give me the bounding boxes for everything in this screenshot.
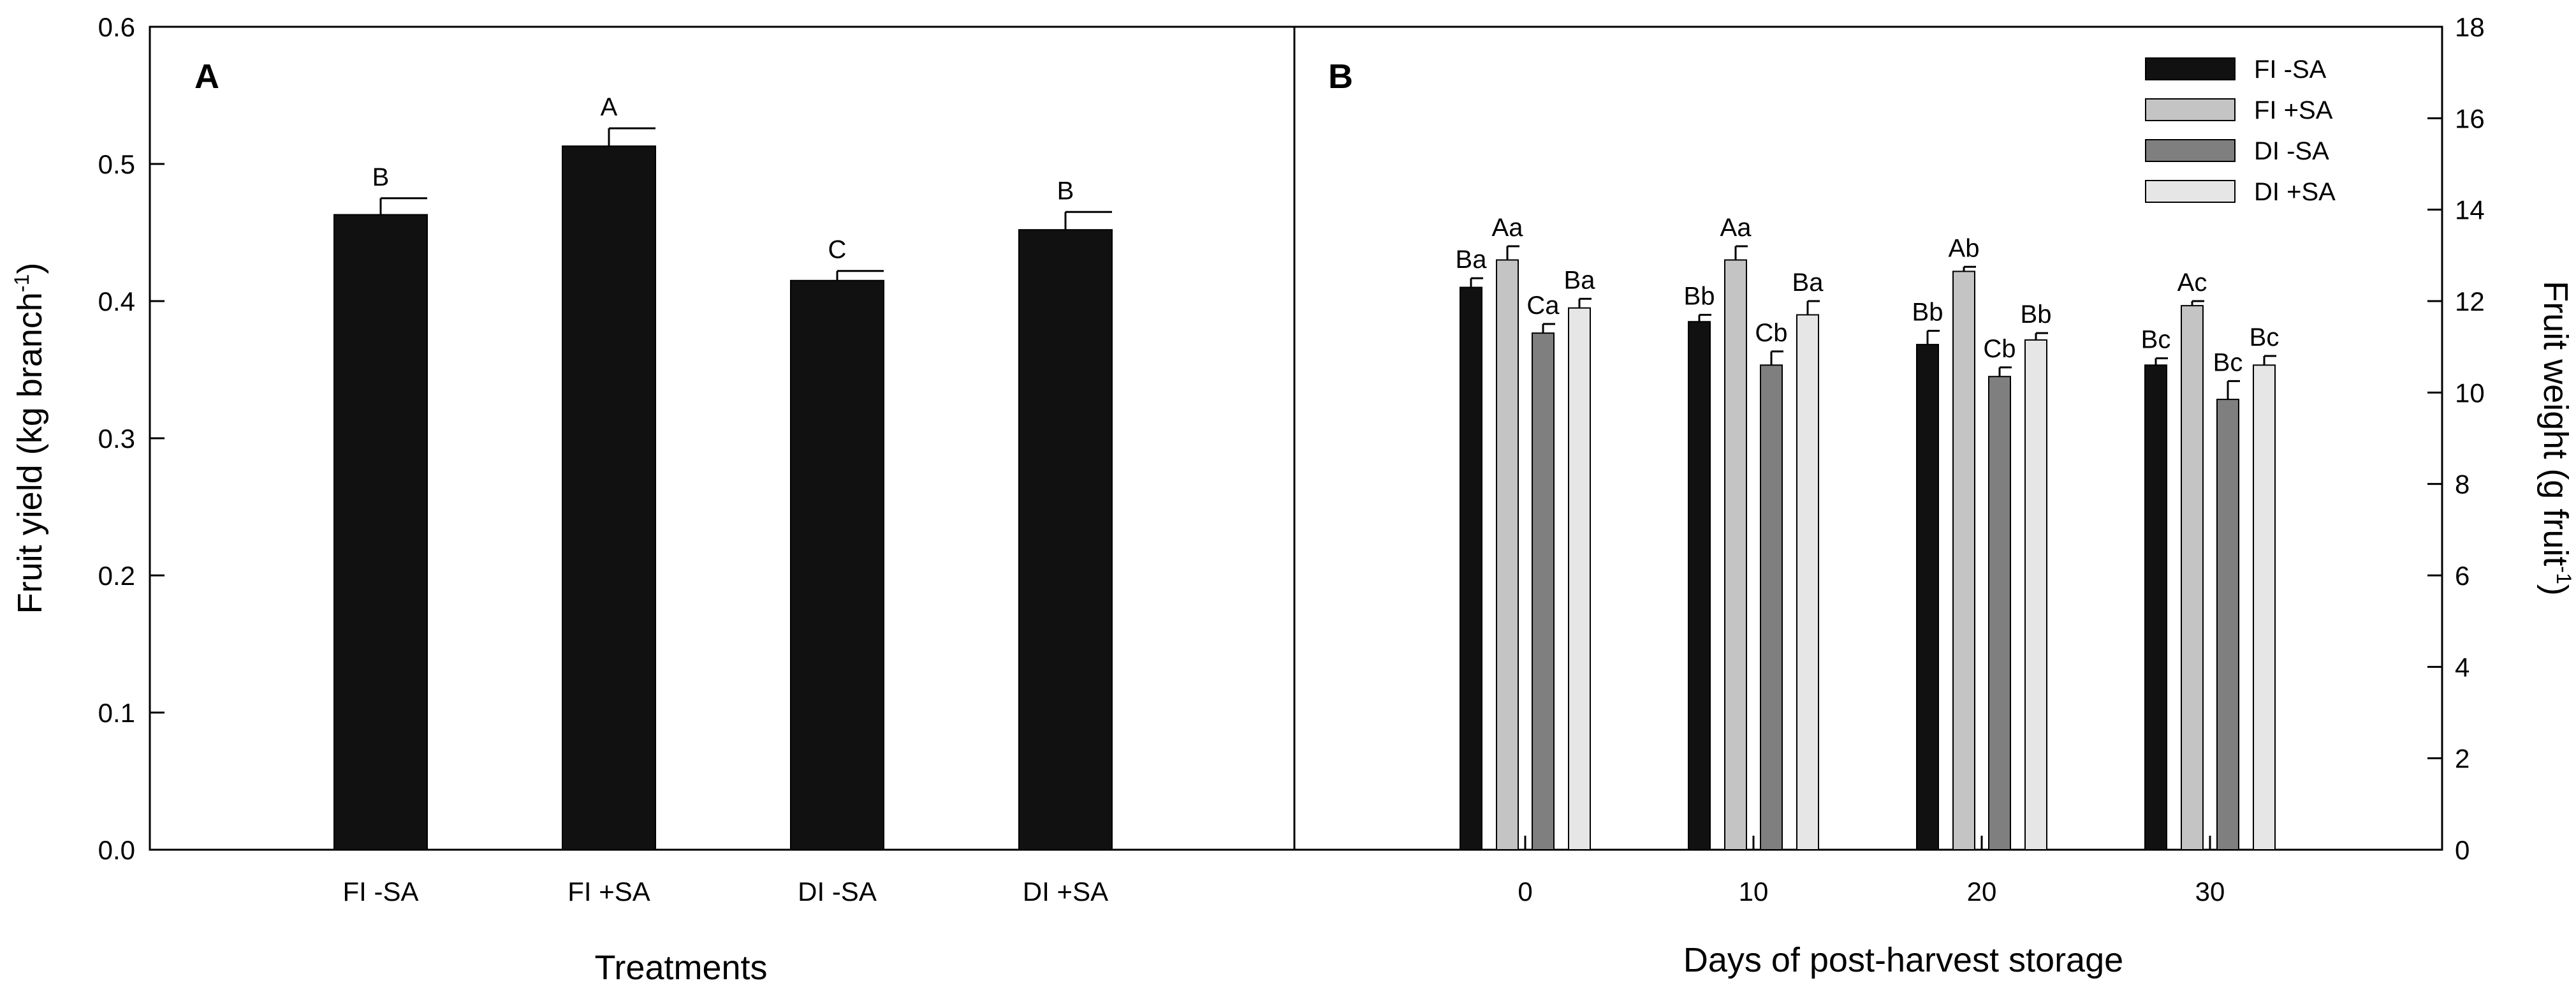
panel-b-significance-label: Ac <box>2177 269 2207 297</box>
panel-b-bar <box>1796 314 1819 850</box>
panel-a-y-tick-label: 0.1 <box>98 698 135 728</box>
panel-a-y-tick-label: 0.0 <box>98 835 135 865</box>
panel-b-significance-label: Bb <box>2021 300 2052 329</box>
panel-b-bar <box>1460 286 1482 850</box>
panel-b-y-tick-label: 2 <box>2455 744 2470 774</box>
panel-b-bar <box>2181 305 2204 850</box>
panel-b-significance-label: Bc <box>2213 348 2243 376</box>
panel-a-y-tick-label: 0.5 <box>98 149 135 179</box>
panel-b-y-tick-label: 0 <box>2455 835 2470 865</box>
panel-a-significance-label: B <box>372 163 390 191</box>
panel-b-significance-label: Bb <box>1912 299 1943 327</box>
panel-b-significance-label: Cb <box>1983 335 2016 363</box>
panel-b-legend: FI -SA FI +SA DI -SA DI +SA <box>2145 56 2336 206</box>
panel-b-bar <box>2216 399 2239 850</box>
panel-b-bar <box>1952 270 1975 850</box>
panel-b-bar <box>1532 332 1555 850</box>
legend-label: DI +SA <box>2254 178 2336 206</box>
panel-b-significance-label: Ab <box>1949 234 1980 262</box>
legend-swatch <box>2145 98 2236 121</box>
panel-a-significance-label: A <box>601 93 618 121</box>
panel-b-significance-label: Bc <box>2141 326 2171 354</box>
panel-a-y-axis: 0.0 0.1 0.2 0.3 0.4 0.5 0.6 FI -SA FI +SA DI -SA D… <box>98 12 1109 907</box>
panel-b-significance-label: Ca <box>1526 292 1560 320</box>
panel-b-bar <box>2144 364 2167 850</box>
panel-a-x-tick-label: FI -SA <box>342 877 418 907</box>
panel-b-x-tick-label: 20 <box>1967 877 1997 907</box>
panel-b-significance-label: Bb <box>1684 283 1715 311</box>
panel-b-y-tick-label: 12 <box>2455 286 2485 316</box>
panel-a-letter: A <box>194 57 219 96</box>
panel-b-bar <box>1496 259 1519 850</box>
legend-label: DI -SA <box>2254 137 2329 165</box>
panel-b-bar <box>2024 339 2047 850</box>
panel-b-bar <box>1568 307 1591 850</box>
panel-b-significance-label: Bc <box>2250 323 2280 352</box>
panel-a-y-axis-title: Fruit yield (kg branch-1) <box>10 263 49 614</box>
legend-swatch <box>2145 180 2236 203</box>
panel-a-x-axis-title: Treatments <box>594 949 767 987</box>
panel-b-letter: B <box>1328 57 1353 96</box>
panel-a-significance-label: B <box>1057 177 1074 205</box>
panel-b-frame <box>1293 26 2443 851</box>
panel-b-bar <box>1988 376 2011 850</box>
panel-b-y-tick-label: 6 <box>2455 561 2470 591</box>
panel-a-bar <box>1018 229 1113 850</box>
panel-b-y-tick-label: 18 <box>2455 12 2485 42</box>
panel-b-bar <box>1724 259 1747 850</box>
panel-b-x-tick-label: 10 <box>1739 877 1769 907</box>
legend-label: FI +SA <box>2254 96 2333 124</box>
panel-b-x-tick-label: 30 <box>2195 877 2225 907</box>
panel-b-significance-label: Aa <box>1492 214 1524 242</box>
panel-a-y-tick-label: 0.2 <box>98 561 135 591</box>
panel-a-bars: B A C B <box>333 93 1113 850</box>
panel-b-significance-label: Aa <box>1720 214 1752 242</box>
panel-b-y-tick-label: 10 <box>2455 378 2485 408</box>
panel-b-bar <box>1688 321 1711 850</box>
panel-b-y-tick-label: 4 <box>2455 652 2470 682</box>
panel-a-bar <box>333 214 428 850</box>
panel-b-y-axis: 0 2 4 6 8 10 12 14 16 18 0 10 20 30 <box>1518 12 2484 907</box>
panel-b-significance-label: Ba <box>1564 266 1596 294</box>
panel-a-y-tick-label: 0.6 <box>98 12 135 42</box>
panel-a-x-tick-label: FI +SA <box>567 877 650 907</box>
panel-b-significance-label: Ba <box>1456 246 1488 274</box>
panel-b-significance-label: Ba <box>1792 269 1824 297</box>
panel-a-bar <box>562 145 656 850</box>
panel-b-y-axis-title: Fruit weight (g fruit-1) <box>2536 281 2575 596</box>
panel-b-x-axis-title: Days of post-harvest storage <box>1683 941 2123 979</box>
legend-swatch <box>2145 57 2236 80</box>
panel-b-y-tick-label: 8 <box>2455 470 2470 500</box>
panel-b-y-tick-label: 14 <box>2455 195 2485 225</box>
panel-a-y-tick-label: 0.4 <box>98 286 135 316</box>
panel-b-bar <box>1760 364 1783 850</box>
panel-a-frame <box>149 26 1296 851</box>
panel-b-bar <box>2253 364 2276 850</box>
panel-a-y-tick-label: 0.3 <box>98 424 135 454</box>
panel-b-significance-label: Cb <box>1755 319 1787 347</box>
panel-a-bar <box>790 279 884 850</box>
panel-b-x-tick-label: 0 <box>1518 877 1532 907</box>
panel-a-significance-label: C <box>828 236 847 264</box>
panel-a-x-tick-label: DI -SA <box>798 877 877 907</box>
legend-label: FI -SA <box>2254 56 2327 84</box>
panel-b-bar <box>1916 344 1939 850</box>
panel-b-y-tick-label: 16 <box>2455 103 2485 133</box>
panel-a-x-tick-label: DI +SA <box>1023 877 1108 907</box>
legend-swatch <box>2145 139 2236 162</box>
